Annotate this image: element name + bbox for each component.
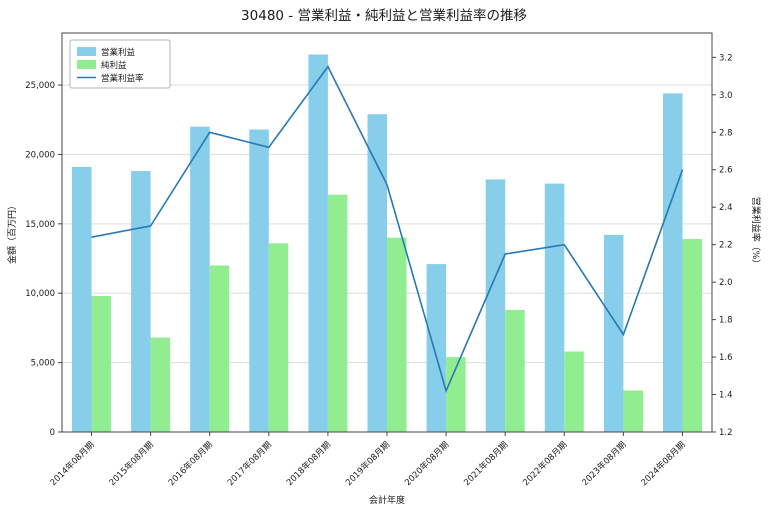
x-tick-label: 2019年08月期 (343, 439, 392, 488)
left-tick-label: 15,000 (25, 220, 55, 230)
bar (485, 179, 506, 432)
x-tick-label: 2023年08月期 (580, 439, 629, 488)
bar (308, 54, 328, 432)
x-tick-label: 2017年08月期 (225, 439, 274, 488)
bar (268, 243, 289, 432)
right-tick-label: 1.2 (719, 428, 733, 438)
bar (623, 390, 643, 432)
bar (387, 237, 407, 432)
line-layer (91, 65, 684, 394)
left-axis: 0 5,000 10,000 15,000 20,000 25,000 (25, 81, 62, 438)
x-axis-title: 会計年度 (369, 494, 405, 506)
legend-label-2: 営業利益率 (101, 73, 144, 84)
bar (426, 264, 447, 432)
legend-swatch-0 (77, 47, 96, 56)
right-axis-title: 営業利益率（%） (750, 197, 762, 269)
left-tick-label: 0 (50, 428, 55, 438)
left-axis-title: 金額（百万円） (6, 201, 18, 264)
x-tick-label: 2016年08月期 (166, 439, 215, 488)
bar (249, 129, 269, 432)
bar (367, 114, 387, 432)
right-tick-label: 2.0 (719, 278, 733, 288)
bar (150, 337, 171, 432)
right-tick-label: 1.8 (719, 316, 733, 326)
legend-label-0: 営業利益 (101, 47, 136, 58)
bar (190, 126, 210, 432)
bar (603, 234, 624, 432)
right-tick-label: 1.6 (719, 353, 733, 363)
right-tick-label: 2.6 (719, 166, 733, 176)
bar (663, 93, 683, 433)
left-tick-label: 20,000 (25, 150, 55, 160)
left-tick-label: 10,000 (25, 289, 55, 299)
right-tick-label: 3.0 (719, 91, 733, 101)
x-tick-label: 2015年08月期 (107, 439, 156, 488)
right-axis: 1.2 1.4 1.6 1.8 2.0 2.2 2.4 2.6 2.8 3.0 3.2 (712, 53, 733, 438)
bar (91, 296, 111, 432)
legend-label-1: 純利益 (101, 60, 127, 71)
bars-layer (72, 54, 702, 433)
x-tick-label: 2024年08月期 (639, 439, 688, 488)
right-tick-label: 1.4 (719, 391, 733, 401)
x-axis: 2014年08月期 2015年08月期 2016年08月期 2017年08月期 2018… (48, 432, 688, 488)
chart-title: 30480 - 営業利益・純利益と営業利益率の推移 (241, 7, 527, 24)
bar (564, 351, 584, 432)
bar (327, 194, 348, 432)
right-tick-label: 2.2 (719, 241, 733, 251)
legend-swatch-1 (77, 60, 96, 69)
x-tick-label: 2022年08月期 (521, 439, 570, 488)
bar (505, 309, 525, 432)
bar-series-0 (72, 54, 683, 433)
bar (131, 171, 151, 432)
left-tick-label: 5,000 (31, 359, 55, 369)
x-tick-label: 2021年08月期 (462, 439, 511, 488)
right-tick-label: 3.2 (719, 53, 733, 63)
bar (446, 357, 466, 432)
bar (209, 265, 230, 432)
left-tick-label: 25,000 (25, 81, 55, 91)
x-tick-label: 2018年08月期 (284, 439, 333, 488)
axis-titles: 会計年度 金額（百万円） 営業利益率（%） (6, 197, 762, 506)
bar (682, 239, 702, 432)
rate-line (91, 65, 684, 394)
bar (72, 166, 92, 432)
bar (544, 183, 565, 432)
x-tick-label: 2020年08月期 (402, 439, 451, 488)
bar-series-1 (91, 194, 702, 432)
x-tick-label: 2014年08月期 (48, 439, 97, 488)
right-tick-label: 2.8 (719, 128, 733, 138)
right-tick-label: 2.4 (719, 203, 733, 213)
